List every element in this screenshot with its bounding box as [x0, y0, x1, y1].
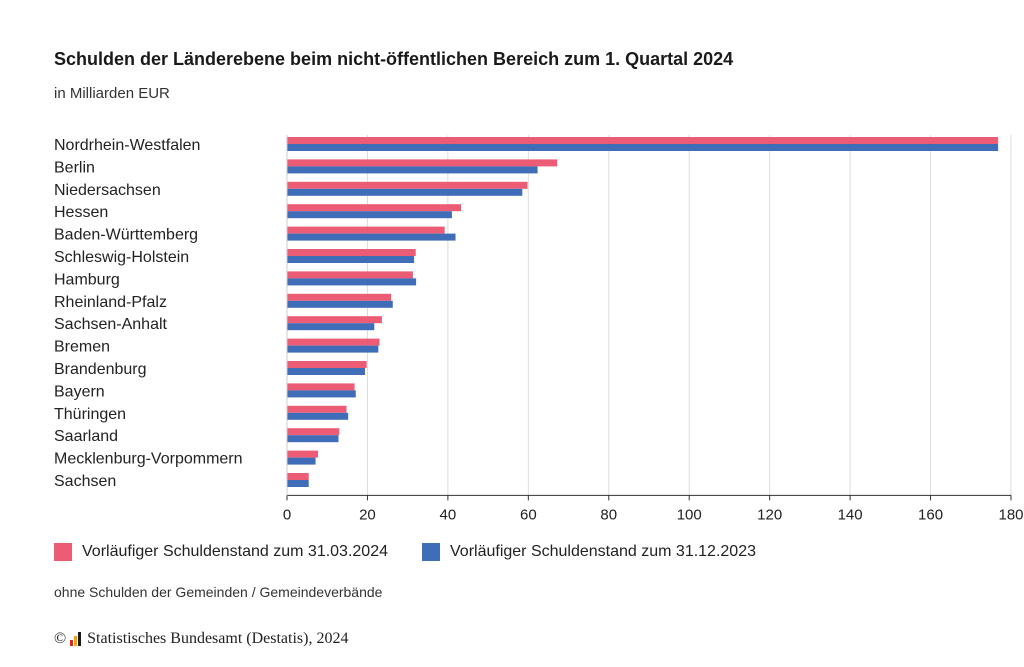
bar-2024: [287, 316, 382, 324]
bar-2023: [287, 368, 366, 375]
category-label: Hamburg: [54, 271, 120, 288]
footnote: ohne Schulden der Gemeinden / Gemeindeve…: [54, 584, 383, 600]
destatis-logo-icon: [70, 632, 82, 646]
bar-2023: [287, 211, 452, 219]
bar-2023: [287, 278, 417, 286]
bar-2024: [287, 271, 413, 279]
bar-2024: [287, 428, 340, 436]
category-labels: Nordrhein-Westfalen Berlin Niedersachsen He…: [54, 137, 243, 490]
legend-label-2023: Vorläufiger Schuldenstand zum 31.12.2023: [450, 543, 756, 560]
chart-title: Schulden der Länderebene beim nicht-öffe…: [54, 49, 734, 69]
category-label: Saarland: [54, 428, 118, 445]
legend-swatch-2023: [422, 543, 440, 561]
bar-2023: [287, 345, 379, 353]
bar-2023: [287, 188, 523, 196]
bar-2024: [287, 204, 462, 212]
category-label: Sachsen: [54, 473, 116, 490]
source-text: Statistisches Bundesamt (Destatis), 2024: [87, 630, 349, 647]
x-tick-label-120: 120: [757, 506, 782, 523]
x-tick-label-80: 80: [600, 506, 617, 523]
category-label: Thüringen: [54, 406, 126, 423]
bar-2023: [287, 166, 538, 174]
bar-2023: [287, 412, 349, 420]
bar-2024: [287, 159, 558, 167]
copyright-symbol: ©: [54, 630, 67, 647]
legend-swatch-2024: [54, 543, 72, 561]
category-label: Niedersachsen: [54, 182, 161, 199]
bar-2024: [287, 405, 347, 413]
bar-2024: [287, 473, 309, 480]
legend-item-2023[interactable]: Vorläufiger Schuldenstand zum 31.12.2023: [422, 543, 756, 561]
bar-2023: [287, 480, 309, 487]
bar-2024: [287, 361, 367, 368]
category-label: Bayern: [54, 383, 105, 400]
x-tick-label-60: 60: [520, 506, 537, 523]
legend-item-2024[interactable]: Vorläufiger Schuldenstand zum 31.03.2024: [54, 543, 388, 561]
bar-2023: [287, 300, 393, 308]
bar-2023: [287, 144, 999, 151]
bar-2024: [287, 249, 416, 256]
bar-2023: [287, 457, 316, 465]
bar-2023: [287, 233, 456, 241]
x-axis: 0 20 40 60 80 100 120 140 160 180: [283, 135, 1024, 523]
legend: Vorläufiger Schuldenstand zum 31.03.2024…: [54, 543, 790, 561]
bar-2024: [287, 450, 318, 458]
bar-2024: [287, 293, 392, 301]
category-label: Berlin: [54, 159, 95, 176]
category-label: Bremen: [54, 339, 110, 356]
category-label: Hessen: [54, 204, 108, 221]
bar-2023: [287, 435, 339, 443]
bar-2024: [287, 137, 999, 144]
x-tick-label-140: 140: [838, 506, 863, 523]
bar-2024: [287, 181, 528, 189]
bar-chart: Nordrhein-Westfalen Berlin Niedersachsen He…: [54, 135, 1024, 523]
category-label: Baden-Württemberg: [54, 227, 198, 244]
bars: [287, 137, 999, 487]
x-tick-label-160: 160: [918, 506, 943, 523]
category-label: Schleswig-Holstein: [54, 249, 189, 266]
legend-label-2024: Vorläufiger Schuldenstand zum 31.03.2024: [82, 543, 388, 560]
source-credit: © Statistisches Bundesamt (Destatis), 20…: [54, 630, 348, 648]
chart-subtitle: in Milliarden EUR: [54, 85, 170, 102]
bar-2024: [287, 338, 380, 346]
bar-2024: [287, 226, 445, 234]
category-label: Sachsen-Anhalt: [54, 316, 168, 333]
category-label: Rheinland-Pfalz: [54, 294, 167, 311]
x-tick-label-0: 0: [283, 506, 291, 523]
x-tick-label-180: 180: [998, 506, 1023, 523]
bar-2023: [287, 256, 415, 263]
x-tick-label-100: 100: [677, 506, 702, 523]
bar-2023: [287, 390, 356, 398]
bar-2023: [287, 323, 375, 331]
x-tick-label-40: 40: [440, 506, 457, 523]
x-tick-label-20: 20: [359, 506, 376, 523]
category-label: Mecklenburg-Vorpommern: [54, 451, 243, 468]
category-label: Nordrhein-Westfalen: [54, 137, 200, 154]
category-label: Brandenburg: [54, 361, 147, 378]
bar-2024: [287, 383, 355, 391]
